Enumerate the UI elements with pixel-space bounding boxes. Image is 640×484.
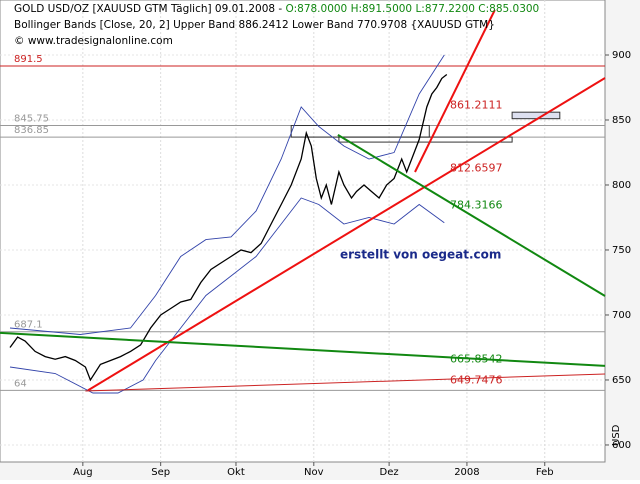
y-tick-label: 650 [612,375,631,386]
level-label: 845.75 [14,114,49,125]
x-tick-label: 2008 [454,467,479,478]
header-ohlc: O:878.0000 H:891.5000 L:877.2200 C:885.0… [286,3,540,15]
y-tick-label: 700 [612,310,631,321]
level-label: 64 [14,378,27,389]
watermark: erstellt von oegeat.com [340,248,501,262]
trendline [337,134,606,297]
box [338,136,513,143]
y-tick-label: 750 [612,245,631,256]
header-title: GOLD USD/OZ [XAUUSD GTM Täglich] 09.01.2… [14,3,539,15]
plot-area [0,0,606,463]
bollinger-band [9,54,445,335]
header-copyright: © www.tradesignalonline.com [14,35,173,47]
trendline [0,331,606,367]
annotation-label: 812.6597 [450,162,503,175]
x-tick-label: Okt [227,467,245,478]
level-label: 836.85 [14,125,49,136]
annotation-label: 861.2111 [450,98,503,111]
price-line [9,73,448,382]
y-tick-label: 800 [612,180,631,191]
trendline [85,373,606,392]
annotation-label: 649.7476 [450,373,503,386]
trendline [87,77,606,392]
annotation-label: 784.3166 [450,198,503,211]
y-tick-label: 900 [612,50,631,61]
y-tick-label: 850 [612,115,631,126]
header-indicator: Bollinger Bands [Close, 20, 2] Upper Ban… [14,19,495,31]
x-tick-label: Sep [151,467,170,478]
annotation-label: 665.8542 [450,352,503,365]
trendline [414,9,496,173]
x-tick-label: Feb [536,467,554,478]
box [511,111,561,120]
x-tick-label: Nov [304,467,324,478]
x-tick-label: Dez [380,467,399,478]
header-symbol: GOLD USD/OZ [XAUUSD GTM Täglich] 09.01.2… [14,3,286,15]
y-tick-label: 600 [612,440,631,451]
y-axis-label: USD [611,424,622,446]
level-label: 891.5 [14,54,43,65]
x-tick-label: Aug [73,467,93,478]
level-label: 687.1 [14,320,43,331]
